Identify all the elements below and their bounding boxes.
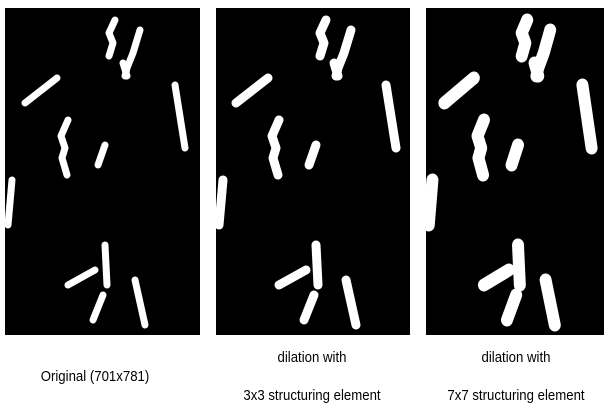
- caption-line: Original (701x781): [7, 358, 183, 396]
- caption-line: dilation with: [428, 339, 604, 377]
- caption: dilation with 3x3 structuring element: [224, 339, 400, 407]
- figure: Original (701x781) dilation with 3x3 str…: [0, 0, 604, 407]
- caption: dilation with 7x7 structuring element: [428, 339, 604, 407]
- caption-line: 7x7 structuring element: [428, 377, 604, 407]
- image-original: [5, 8, 200, 335]
- caption-line: 3x3 structuring element: [224, 377, 400, 407]
- image-dilation-3x3: [216, 8, 410, 335]
- caption-line: dilation with: [224, 339, 400, 377]
- caption: Original (701x781): [7, 358, 183, 396]
